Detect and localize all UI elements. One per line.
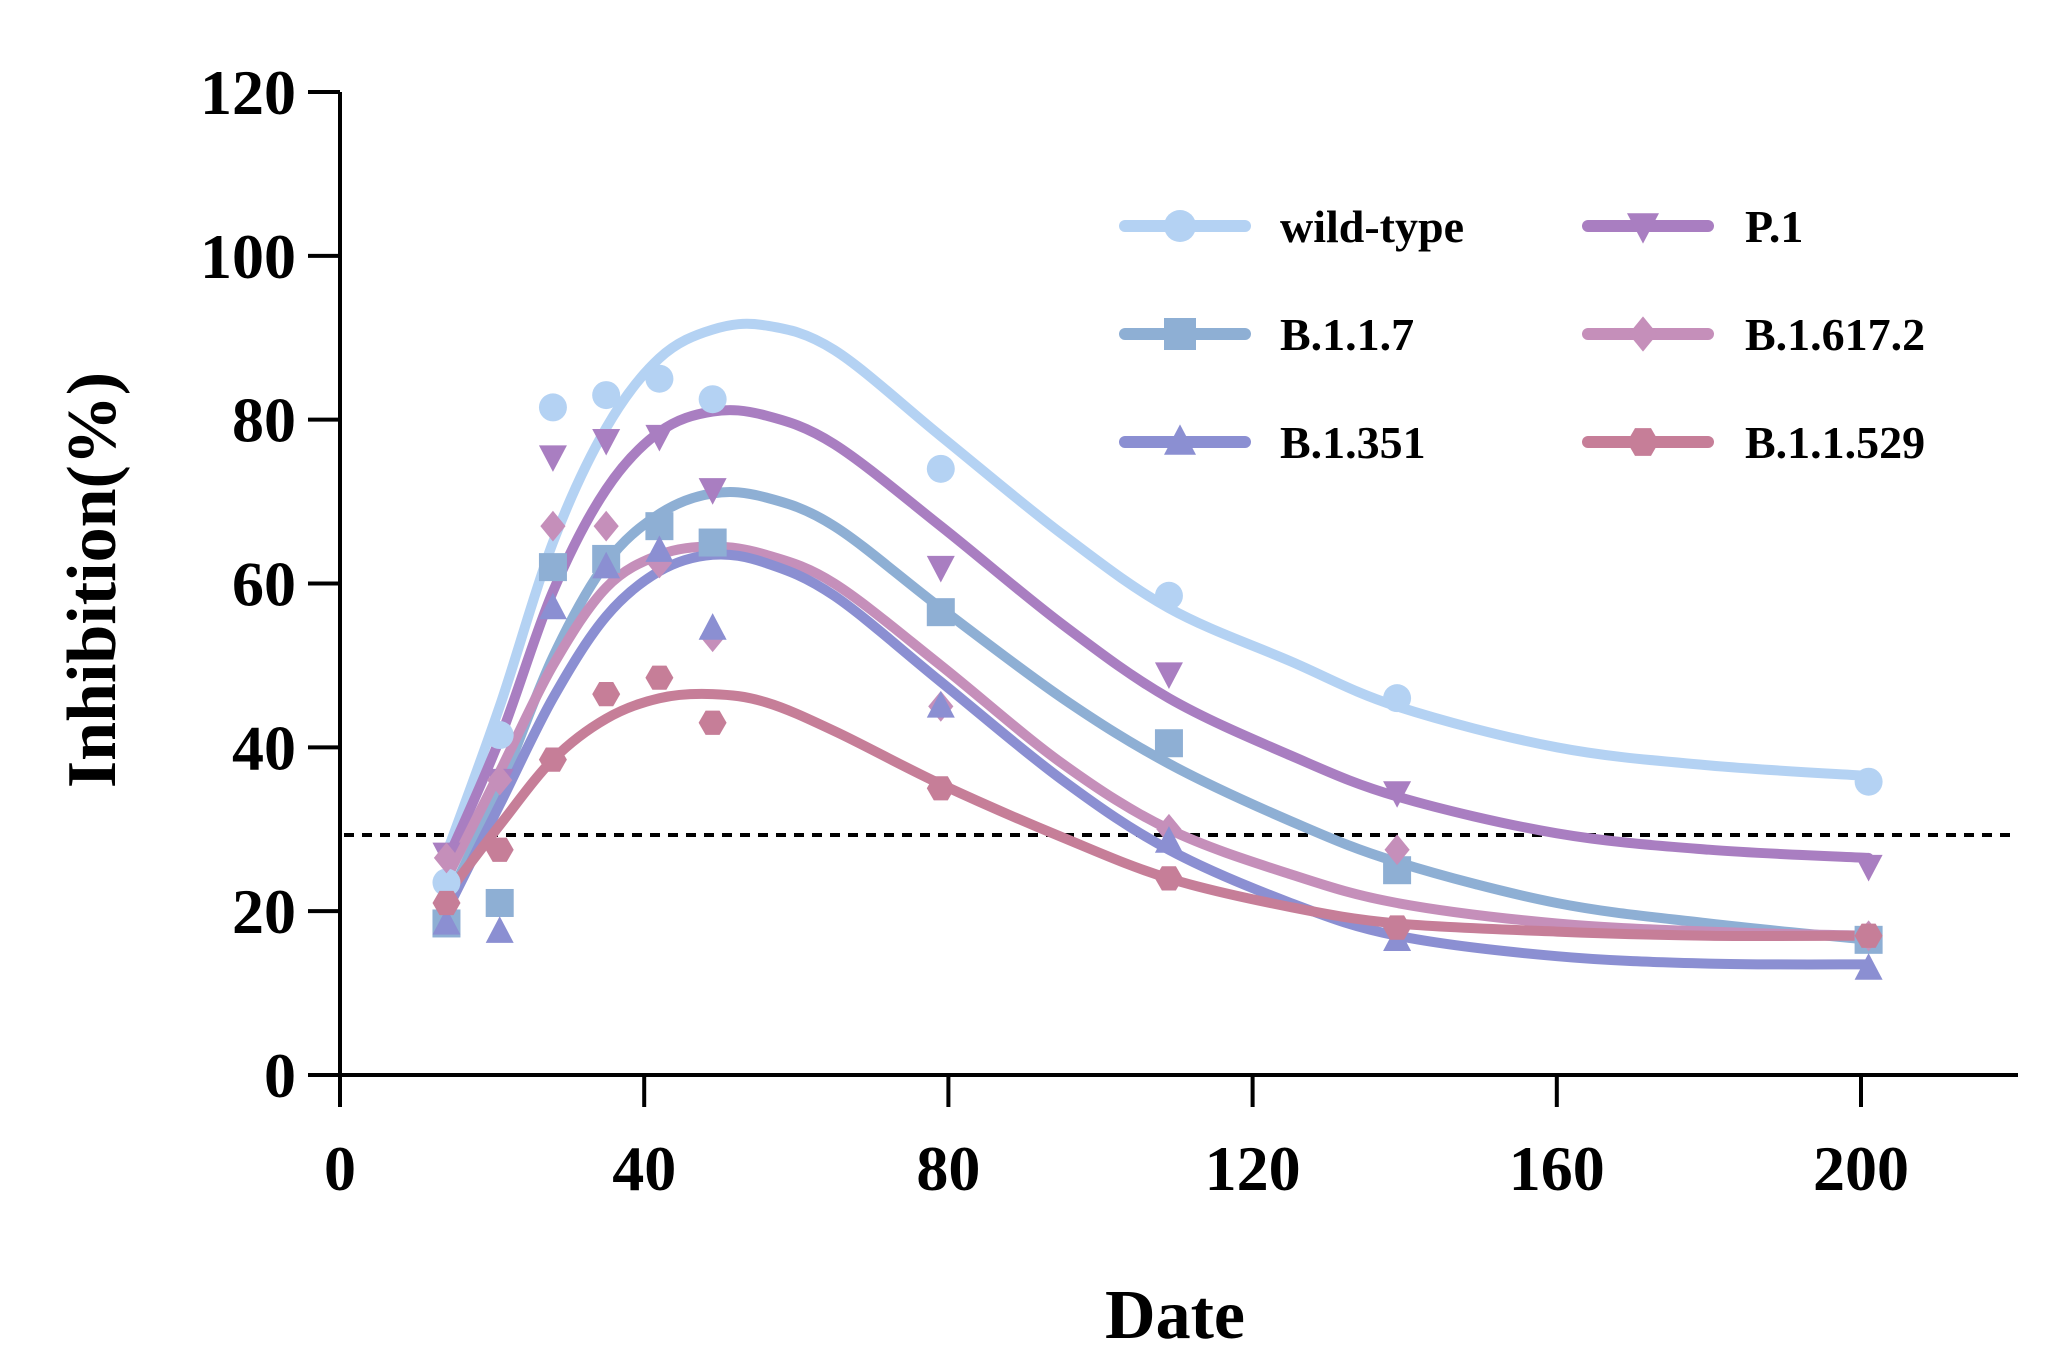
fit-curves	[441, 318, 1874, 970]
data-point-b-1-1-529	[698, 710, 727, 735]
legend-label-b-1-1-7: B.1.1.7	[1280, 309, 1414, 360]
legend-marker-b-1-617-2	[1628, 316, 1658, 352]
fit-curve-b-1-617-2	[441, 541, 1874, 941]
data-point-b-1-351	[485, 916, 514, 943]
data-point-b-1-617-2	[540, 510, 566, 542]
data-point-wild-type	[538, 393, 567, 422]
data-point-wild-type	[645, 364, 674, 393]
x-tick-label: 160	[1509, 1133, 1605, 1204]
data-point-b-1-1-7	[538, 553, 567, 582]
y-tick-label: 60	[232, 549, 296, 620]
data-point-wild-type	[1854, 767, 1883, 796]
data-points	[432, 364, 1883, 980]
data-point-p-1	[538, 445, 567, 472]
legend-label-p-1: P.1	[1745, 201, 1803, 252]
axes: 0 20 40 60 80 100 120 0 40 80 120 160 200	[200, 57, 2018, 1204]
data-point-p-1	[1854, 854, 1883, 882]
x-tick-label: 0	[324, 1133, 356, 1204]
data-point-b-1-617-2	[593, 510, 619, 542]
legend-marker-b-1-351	[1164, 424, 1196, 455]
data-point-wild-type	[592, 381, 621, 410]
data-point-b-1-351	[538, 592, 567, 620]
data-point-b-1-1-529	[1854, 923, 1883, 948]
data-point-b-1-351	[1854, 953, 1883, 980]
x-tick-label: 200	[1813, 1133, 1909, 1204]
data-point-b-1-1-7	[1154, 729, 1183, 758]
data-point-b-1-1-529	[926, 776, 955, 801]
data-point-wild-type	[1154, 581, 1183, 610]
x-tick-label: 120	[1205, 1133, 1301, 1204]
data-point-b-1-1-7	[485, 888, 514, 917]
fit-curve-b-1-351	[441, 549, 1874, 970]
data-point-b-1-1-529	[645, 665, 674, 690]
legend-marker-b-1-1-529	[1627, 428, 1659, 456]
data-point-b-1-1-529	[432, 890, 461, 916]
data-point-p-1	[1383, 781, 1412, 808]
data-point-b-1-1-7	[698, 528, 727, 557]
legend-marker-p-1	[1627, 213, 1659, 244]
data-point-b-1-351	[698, 613, 727, 640]
data-point-b-1-1-529	[1383, 915, 1412, 940]
y-tick-label: 40	[232, 712, 296, 783]
fit-curve-p-1	[441, 405, 1874, 867]
data-point-b-1-1-529	[592, 682, 621, 707]
data-point-wild-type	[698, 385, 727, 414]
data-point-b-1-351	[645, 535, 674, 562]
data-point-b-1-1-529	[485, 837, 514, 862]
y-tick-label: 100	[200, 221, 296, 292]
data-point-wild-type	[926, 454, 955, 483]
x-tick-label: 40	[612, 1133, 676, 1204]
data-point-b-1-351	[926, 690, 955, 718]
y-tick-label: 20	[232, 876, 296, 947]
legend-label-b-1-351: B.1.351	[1280, 417, 1426, 468]
legend: wild-type B.1.1.7 B.1.351 P.1 B.1.617.2 B.1.1…	[1119, 201, 1925, 468]
legend-label-wild-type: wild-type	[1280, 201, 1464, 252]
x-axis-title: Date	[1105, 1277, 1245, 1354]
fit-curve-b-1-1-529	[441, 688, 1874, 942]
y-tick-label: 80	[232, 385, 296, 456]
legend-marker-b-1-1-7	[1164, 318, 1196, 350]
legend-label-b-1-617-2: B.1.617.2	[1745, 309, 1925, 360]
data-point-b-1-1-529	[538, 747, 567, 772]
data-point-p-1	[592, 428, 621, 456]
data-point-b-1-617-2	[1384, 834, 1410, 866]
data-point-p-1	[1154, 662, 1183, 690]
data-point-p-1	[645, 424, 674, 452]
data-point-p-1	[926, 555, 955, 583]
data-point-b-1-351	[432, 908, 461, 935]
data-point-b-1-617-2	[487, 764, 513, 796]
data-point-b-1-617-2	[433, 842, 460, 874]
x-tick-label: 80	[916, 1133, 980, 1204]
data-point-b-1-1-529	[1154, 866, 1183, 891]
data-point-b-1-351	[592, 551, 621, 579]
legend-marker-wild-type	[1164, 210, 1196, 242]
y-axis-title: Inhibition(%)	[54, 372, 131, 788]
data-point-wild-type	[432, 868, 461, 897]
data-point-b-1-1-7	[926, 598, 955, 627]
data-point-b-1-351	[1154, 826, 1183, 853]
y-tick-label: 120	[200, 57, 296, 128]
data-point-wild-type	[1383, 684, 1412, 713]
legend-label-b-1-1-529: B.1.1.529	[1745, 417, 1925, 468]
data-point-wild-type	[485, 721, 514, 750]
y-tick-label: 0	[264, 1040, 296, 1111]
data-point-p-1	[698, 478, 727, 505]
